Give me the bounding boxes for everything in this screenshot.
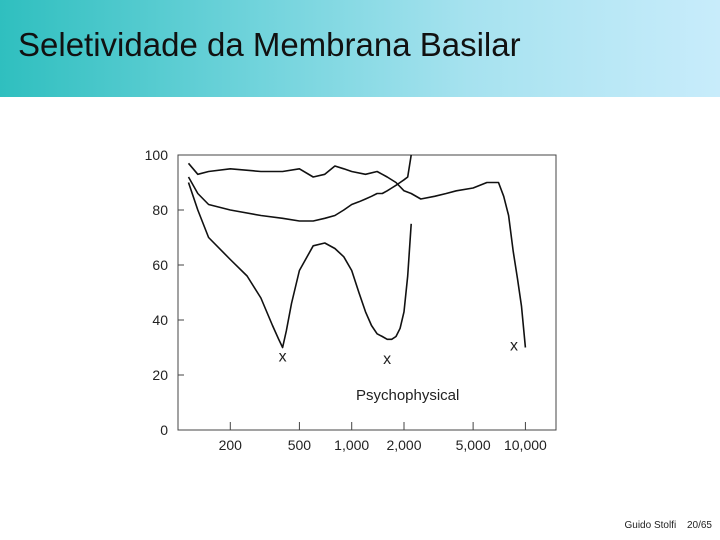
- slide-footer: Guido Stolfi 20/65: [624, 520, 712, 531]
- y-tick-label: 100: [145, 147, 169, 163]
- series-layer: [187, 154, 527, 349]
- author-name: Guido Stolfi: [624, 520, 677, 531]
- y-tick-label: 40: [152, 312, 168, 328]
- minimum-marker: x: [510, 337, 518, 354]
- x-tick-label: 1,000: [334, 437, 369, 453]
- slide-title: Seletividade da Membrana Basilar: [18, 26, 521, 63]
- x-tick-label: 2,000: [386, 437, 421, 453]
- chart-figure: 0 20 40 60 80 100 200 500 1,000 2,000 5,000 10,000 …: [130, 140, 570, 460]
- series-line-1: [187, 162, 527, 348]
- plot-frame: [177, 154, 557, 431]
- y-tick-label: 80: [152, 202, 168, 218]
- y-tick-label: 20: [152, 367, 168, 383]
- minimum-marker: x: [279, 348, 287, 365]
- x-tick-label: 5,000: [456, 437, 491, 453]
- x-tick-label: 500: [288, 437, 312, 453]
- y-tick-label: 0: [160, 422, 168, 438]
- x-tick-label: 200: [219, 437, 243, 453]
- axis-ticks: 0 20 40 60 80 100 200 500 1,000 2,000 5,000 10,000: [145, 147, 547, 453]
- minimum-marker: x: [383, 351, 391, 368]
- x-tick-label: 10,000: [504, 437, 547, 453]
- annotation-label: Psychophysical: [356, 387, 459, 404]
- title-bar: Seletividade da Membrana Basilar: [0, 0, 720, 97]
- annotations-layer: Psychophysical x x x: [279, 337, 518, 404]
- page-number: 20/65: [686, 520, 712, 531]
- series-line-2: [187, 154, 412, 222]
- series-line-3: [187, 182, 412, 349]
- y-tick-label: 60: [152, 257, 168, 273]
